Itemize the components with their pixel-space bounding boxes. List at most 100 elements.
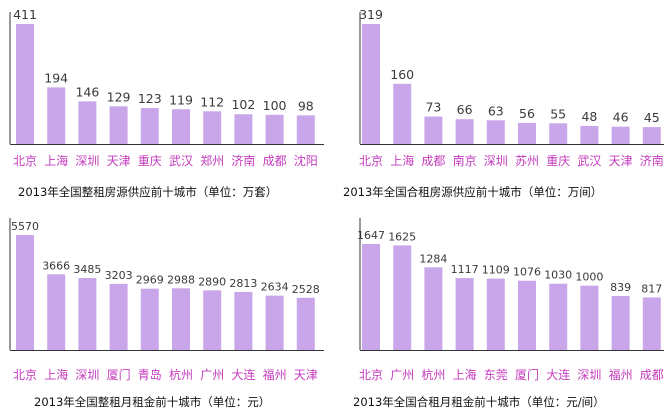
bar-value-label: 411 [13,7,37,22]
category-label: 天津 [609,154,633,168]
bar-4 [109,283,128,350]
category-label: 深圳 [75,368,99,382]
bar-value-label: 2813 [229,277,257,290]
category-label: 北京 [359,154,383,168]
category-label: 济南 [640,153,664,168]
bar-3 [424,267,443,350]
category-label: 成都 [640,368,664,382]
chart-shared-rent-supply: 319 北京 160 上海 73 成都 66 南京 63 深圳 56 苏州 55 重庆 48 武汉 46 天津 45… [359,7,664,168]
chart-title-whole-rent-supply: 2013年全国整租房源供应前十城市（单位：万套） [18,185,278,199]
bar-value-label: 3666 [42,259,70,272]
bar-3 [424,116,443,144]
category-label: 杭州 [421,367,445,382]
category-label: 广州 [390,368,414,382]
category-label: 北京 [13,154,37,168]
category-label: 天津 [107,154,131,168]
bar-value-label: 3203 [105,269,133,282]
bar-value-label: 2528 [292,283,320,296]
bar-value-label: 319 [359,7,383,22]
bar-10 [296,297,315,350]
bar-value-label: 1109 [482,264,510,277]
bar-8 [234,114,253,144]
category-label: 上海 [44,367,68,382]
bar-6 [518,280,536,350]
category-label: 上海 [453,367,477,382]
category-label: 沈阳 [294,153,318,168]
bar-value-label: 102 [231,97,255,112]
bar-9 [611,126,630,144]
bar-value-label: 817 [641,282,662,295]
category-label: 福州 [609,367,633,382]
bar-6 [518,122,536,144]
category-label: 厦门 [515,367,539,382]
chart-title-shared-rent-supply: 2013年全国合租房源供应前十城市（单位：万间） [343,185,603,199]
bar-7 [203,111,222,144]
bar-value-label: 3485 [73,263,101,276]
bar-9 [611,296,630,350]
bar-5 [140,108,159,144]
category-label: 深圳 [484,154,508,168]
category-label: 北京 [13,368,37,382]
bar-value-label: 1625 [388,230,416,243]
category-label: 厦门 [107,367,131,382]
bar-2 [393,245,412,350]
bar-value-label: 129 [107,89,131,104]
bar-value-label: 119 [169,92,193,107]
bar-value-label: 1076 [513,266,541,279]
bar-value-label: 1284 [419,252,447,265]
bar-1 [362,24,380,144]
bar-3 [78,101,97,144]
category-label: 深圳 [577,368,601,382]
chart-whole-rent-price: 5570 北京 3666 上海 3485 深圳 3203 厦门 2969 青岛 2988 杭州 2890… [9,218,324,382]
bar-7 [203,290,222,350]
bar-value-label: 123 [138,91,162,106]
bar-value-label: 73 [425,100,441,115]
category-label: 济南 [231,153,255,168]
bar-6 [172,109,190,144]
bar-1 [16,24,34,144]
category-label: 大连 [231,367,255,382]
chart-title-whole-rent-price: 2013年全国整租月租金前十城市（单位：元） [34,395,271,409]
category-label: 南京 [453,153,477,168]
chart-shared-rent-price: 1647 北京 1625 广州 1284 杭州 1117 上海 1109 东莞 1076 厦门 1030… [357,218,664,382]
bar-value-label: 194 [44,70,68,85]
category-label: 福州 [263,367,287,382]
bar-8 [580,285,599,350]
bar-8 [234,291,253,350]
bar-value-label: 5570 [11,220,39,233]
bar-value-label: 112 [200,94,224,109]
bar-value-label: 98 [298,98,314,113]
bar-value-label: 56 [519,106,535,121]
bar-10 [642,297,661,350]
bar-6 [172,288,190,350]
bar-2 [393,83,412,144]
bar-7 [549,283,568,350]
bar-3 [78,278,97,350]
category-label: 重庆 [546,154,570,168]
bar-value-label: 55 [550,106,566,121]
bar-1 [16,235,34,350]
category-label: 大连 [546,367,570,382]
bar-2 [47,274,66,350]
category-label: 武汉 [169,154,193,168]
bar-8 [580,125,599,144]
bar-value-label: 48 [581,109,597,124]
bar-value-label: 1000 [575,271,603,284]
chart-title-shared-rent-price: 2013年全国合租月租金前十城市（单位：元/间） [353,395,605,409]
bar-value-label: 2890 [198,275,226,288]
bar-value-label: 46 [613,110,629,125]
category-label: 深圳 [75,154,99,168]
bar-value-label: 45 [644,110,660,125]
bar-4 [455,278,474,350]
category-label: 北京 [359,368,383,382]
bar-value-label: 1030 [544,269,572,282]
bar-value-label: 100 [263,98,287,113]
category-label: 天津 [294,368,318,382]
bar-value-label: 2988 [167,273,195,286]
bar-5 [486,278,505,350]
bar-2 [47,87,66,144]
bar-value-label: 2969 [136,274,164,287]
category-label: 成都 [421,154,445,168]
bar-9 [265,114,284,144]
